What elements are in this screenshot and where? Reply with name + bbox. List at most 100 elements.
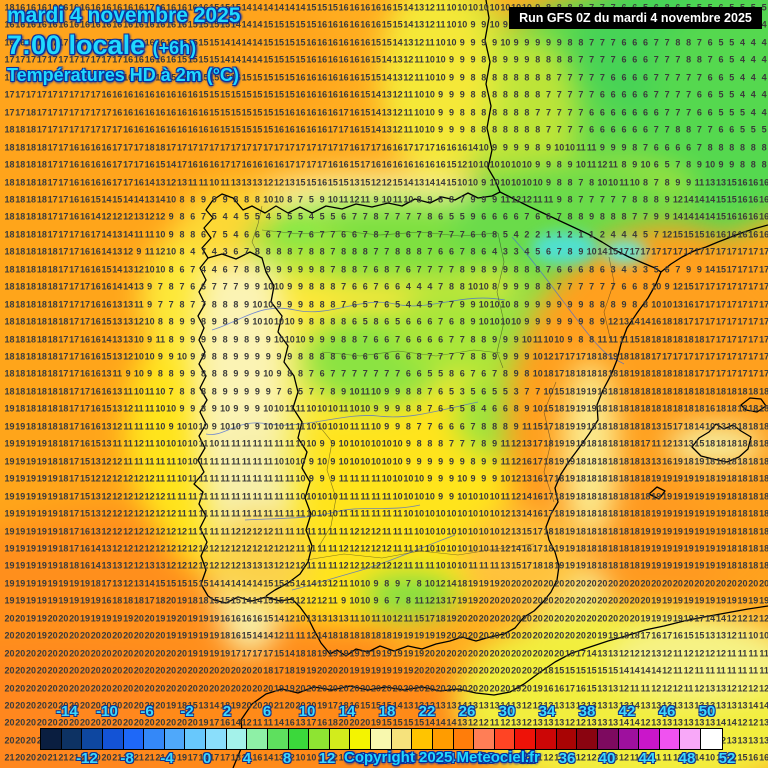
temperature-value: 5: [471, 387, 476, 396]
temperature-value: 11: [501, 195, 511, 204]
temperature-value: 7: [557, 212, 562, 222]
temperature-value: 7: [158, 300, 163, 309]
temperature-value: 7: [546, 90, 551, 100]
temperature-value: 10: [231, 422, 241, 431]
temperature-value: 17: [274, 143, 284, 152]
temperature-value: 20: [533, 649, 543, 658]
temperature-value: 18: [608, 422, 618, 431]
temperature-value: 18: [543, 527, 553, 536]
temperature-value: 13: [414, 20, 424, 30]
temperature-value: 20: [543, 596, 553, 606]
temperature-value: 17: [69, 474, 79, 484]
temperature-value: 16: [716, 230, 726, 239]
temperature-value: 17: [58, 212, 68, 222]
temperature-value: 18: [673, 387, 683, 396]
temperature-value: 20: [641, 596, 651, 606]
temperature-value: 10: [436, 55, 446, 65]
temperature-value: 14: [102, 247, 112, 257]
temperature-value: 16: [748, 212, 758, 222]
temperature-value: 11: [490, 561, 500, 571]
temperature-value: 17: [694, 282, 704, 292]
temperature-value: 19: [393, 631, 403, 641]
temperature-value: 18: [759, 509, 768, 519]
temperature-value: 19: [317, 701, 327, 711]
temperature-value: 9: [546, 38, 551, 47]
temperature-value: 7: [190, 265, 195, 274]
temperature-value: 18: [641, 352, 651, 362]
temperature-value: 16: [414, 160, 424, 170]
temperature-value: 11: [134, 230, 144, 239]
temperature-value: 20: [511, 631, 521, 641]
temperature-value: 5: [503, 387, 508, 396]
temperature-value: 8: [244, 265, 249, 274]
temperature-value: 19: [694, 474, 704, 484]
temperature-value: 7: [395, 265, 400, 274]
temperature-value: 15: [694, 631, 704, 641]
temperature-value: 16: [317, 718, 327, 728]
temperature-value: 13: [738, 736, 748, 745]
temperature-value: 11: [522, 422, 532, 431]
temperature-value: 18: [705, 387, 715, 396]
temperature-value: 18: [748, 457, 758, 466]
temperature-value: 8: [514, 404, 519, 414]
temperature-value: 10: [414, 492, 424, 501]
temperature-value: 10: [425, 544, 435, 553]
temperature-value: 7: [589, 195, 594, 204]
temperature-value: 16: [242, 753, 252, 763]
temperature-value: 15: [393, 20, 403, 30]
temperature-value: 11: [134, 404, 144, 414]
temperature-value: 13: [112, 300, 122, 309]
temperature-value: 9: [600, 317, 605, 327]
temperature-value: 17: [263, 649, 273, 658]
temperature-value: 4: [632, 230, 637, 239]
temperature-value: 20: [145, 666, 155, 676]
temperature-value: 15: [231, 596, 241, 606]
temperature-value: 16: [317, 55, 327, 65]
temperature-value: 10: [306, 509, 316, 519]
temperature-value: 6: [201, 282, 206, 292]
temperature-value: 12: [662, 230, 672, 239]
temperature-value: 20: [155, 701, 165, 711]
temperature-value: 8: [406, 387, 411, 396]
temperature-value: 7: [654, 178, 659, 187]
temperature-value: 10: [457, 3, 467, 13]
temperature-value: 14: [285, 649, 295, 658]
temperature-value: 19: [705, 509, 715, 519]
temperature-value: 9: [309, 335, 314, 344]
temperature-value: 6: [309, 230, 314, 239]
temperature-value: 16: [166, 90, 176, 100]
temperature-value: 12: [414, 38, 424, 47]
temperature-value: 16: [15, 3, 25, 13]
temperature-value: 13: [684, 439, 694, 449]
temperature-value: 19: [58, 579, 68, 588]
temperature-value: 19: [716, 561, 726, 571]
temperature-value: 11: [123, 457, 133, 466]
temperature-value: 7: [233, 282, 238, 292]
temperature-value: 8: [686, 55, 691, 65]
temperature-value: 9: [212, 317, 217, 327]
temperature-value: 18: [738, 422, 748, 431]
temperature-value: 11: [210, 492, 220, 501]
temperature-value: 17: [759, 317, 768, 327]
temperature-value: 15: [554, 666, 564, 676]
temperature-value: 8: [481, 352, 486, 362]
temperature-value: 16: [48, 3, 58, 13]
temperature-value: 19: [662, 492, 672, 501]
temperature-value: 19: [220, 649, 230, 658]
temperature-value: 16: [134, 108, 144, 117]
temperature-value: 8: [621, 160, 626, 170]
temperature-value: 8: [546, 73, 551, 82]
temperature-value: 6: [341, 212, 346, 222]
temperature-value: 12: [112, 457, 122, 466]
temperature-value: 16: [306, 108, 316, 117]
temperature-value: 8: [201, 317, 206, 327]
temperature-value: 20: [155, 649, 165, 658]
temperature-value: 17: [533, 439, 543, 449]
temperature-value: 16: [134, 73, 144, 82]
temperature-value: 7: [675, 90, 680, 100]
temperature-value: 18: [328, 718, 338, 728]
temperature-value: 9: [503, 352, 508, 362]
temperature-value: 8: [481, 55, 486, 65]
temperature-value: 18: [360, 631, 370, 641]
temperature-value: 11: [328, 596, 338, 606]
